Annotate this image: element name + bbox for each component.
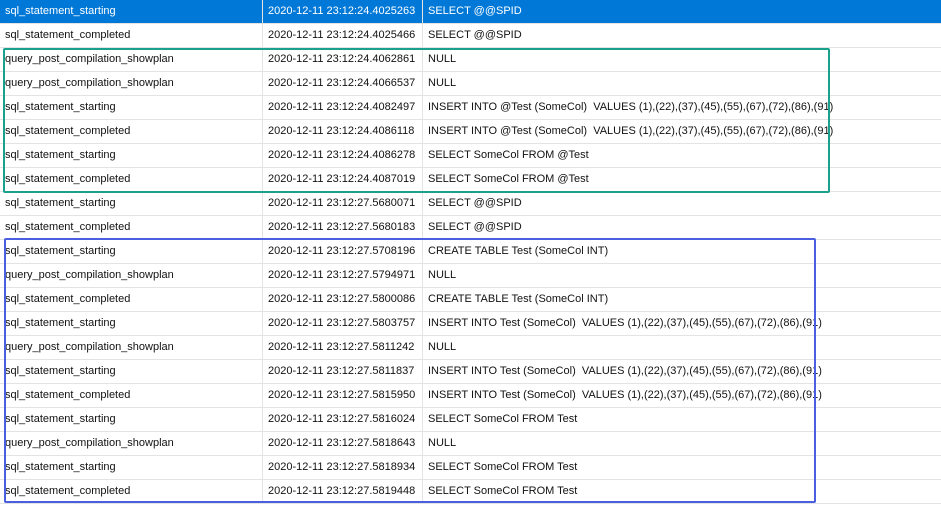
- event-name: sql_statement_completed: [0, 384, 263, 408]
- event-name: sql_statement_starting: [0, 192, 263, 216]
- event-name: sql_statement_completed: [0, 288, 263, 312]
- statement: SELECT @@SPID: [428, 29, 522, 41]
- statement: INSERT INTO @Test (SomeCol) VALUES (1),(…: [428, 125, 834, 137]
- timestamp: 2020-12-11 23:12:27.5815950: [263, 384, 423, 408]
- statement: INSERT INTO @Test (SomeCol) VALUES (1),(…: [428, 101, 834, 113]
- event-name: sql_statement_starting: [0, 360, 263, 384]
- timestamp: 2020-12-11 23:12:27.5803757: [263, 312, 423, 336]
- timestamp: 2020-12-11 23:12:27.5818643: [263, 432, 423, 456]
- event-row[interactable]: sql_statement_starting 2020-12-11 23:12:2…: [0, 408, 941, 432]
- event-row[interactable]: sql_statement_completed 2020-12-11 23:12:…: [0, 120, 941, 144]
- statement: SELECT @@SPID: [428, 197, 522, 209]
- event-row[interactable]: sql_statement_completed 2020-12-11 23:12:…: [0, 288, 941, 312]
- timestamp: 2020-12-11 23:12:24.4025466: [263, 24, 423, 48]
- event-row[interactable]: query_post_compilation_showplan 2020-12-1…: [0, 72, 941, 96]
- timestamp: 2020-12-11 23:12:27.5818934: [263, 456, 423, 480]
- event-row[interactable]: sql_statement_completed 2020-12-11 23:12:…: [0, 216, 941, 240]
- statement: INSERT INTO Test (SomeCol) VALUES (1),(2…: [428, 389, 822, 401]
- timestamp: 2020-12-11 23:12:24.4082497: [263, 96, 423, 120]
- event-row[interactable]: sql_statement_starting 2020-12-11 23:12:2…: [0, 0, 941, 24]
- statement: NULL: [428, 77, 457, 89]
- event-name: sql_statement_starting: [0, 240, 263, 264]
- event-name: query_post_compilation_showplan: [0, 264, 263, 288]
- event-name: sql_statement_starting: [0, 312, 263, 336]
- event-row[interactable]: sql_statement_starting 2020-12-11 23:12:2…: [0, 96, 941, 120]
- event-name: sql_statement_starting: [0, 144, 263, 168]
- event-name: sql_statement_starting: [0, 456, 263, 480]
- timestamp: 2020-12-11 23:12:27.5680183: [263, 216, 423, 240]
- statement: NULL: [428, 269, 457, 281]
- event-row[interactable]: sql_statement_completed 2020-12-11 23:12:…: [0, 24, 941, 48]
- event-row[interactable]: query_post_compilation_showplan 2020-12-1…: [0, 48, 941, 72]
- event-row[interactable]: query_post_compilation_showplan 2020-12-1…: [0, 432, 941, 456]
- statement: CREATE TABLE Test (SomeCol INT): [428, 245, 609, 257]
- timestamp: 2020-12-11 23:12:27.5819448: [263, 480, 423, 504]
- event-name: query_post_compilation_showplan: [0, 336, 263, 360]
- statement: NULL: [428, 437, 457, 449]
- event-name: query_post_compilation_showplan: [0, 72, 263, 96]
- timestamp: 2020-12-11 23:12:27.5811837: [263, 360, 423, 384]
- event-row[interactable]: sql_statement_completed 2020-12-11 23:12:…: [0, 168, 941, 192]
- event-row[interactable]: sql_statement_starting 2020-12-11 23:12:2…: [0, 240, 941, 264]
- statement: SELECT @@SPID: [428, 221, 522, 233]
- event-row[interactable]: query_post_compilation_showplan 2020-12-1…: [0, 336, 941, 360]
- event-name: sql_statement_starting: [0, 408, 263, 432]
- timestamp: 2020-12-11 23:12:27.5811242: [263, 336, 423, 360]
- event-row[interactable]: sql_statement_completed 2020-12-11 23:12:…: [0, 384, 941, 408]
- event-name: query_post_compilation_showplan: [0, 48, 263, 72]
- event-row[interactable]: query_post_compilation_showplan 2020-12-1…: [0, 264, 941, 288]
- event-name: sql_statement_completed: [0, 120, 263, 144]
- timestamp: 2020-12-11 23:12:24.4066537: [263, 72, 423, 96]
- event-name: sql_statement_completed: [0, 24, 263, 48]
- statement: SELECT SomeCol FROM @Test: [428, 173, 589, 185]
- statement: NULL: [428, 341, 457, 353]
- statement: SELECT SomeCol FROM @Test: [428, 149, 589, 161]
- statement: CREATE TABLE Test (SomeCol INT): [428, 293, 609, 305]
- event-row[interactable]: sql_statement_starting 2020-12-11 23:12:2…: [0, 192, 941, 216]
- event-row[interactable]: sql_statement_starting 2020-12-11 23:12:2…: [0, 144, 941, 168]
- timestamp: 2020-12-11 23:12:27.5816024: [263, 408, 423, 432]
- statement: INSERT INTO Test (SomeCol) VALUES (1),(2…: [428, 317, 822, 329]
- timestamp: 2020-12-11 23:12:27.5680071: [263, 192, 423, 216]
- event-name: sql_statement_starting: [0, 96, 263, 120]
- event-name: sql_statement_starting: [0, 0, 263, 24]
- statement: NULL: [428, 53, 457, 65]
- timestamp: 2020-12-11 23:12:27.5800086: [263, 288, 423, 312]
- timestamp: 2020-12-11 23:12:24.4086118: [263, 120, 423, 144]
- statement: SELECT SomeCol FROM Test: [428, 461, 578, 473]
- statement: SELECT SomeCol FROM Test: [428, 485, 578, 497]
- timestamp: 2020-12-11 23:12:24.4025263: [263, 0, 423, 24]
- statement: INSERT INTO Test (SomeCol) VALUES (1),(2…: [428, 365, 822, 377]
- timestamp: 2020-12-11 23:12:24.4086278: [263, 144, 423, 168]
- timestamp: 2020-12-11 23:12:24.4087019: [263, 168, 423, 192]
- event-row[interactable]: sql_statement_starting 2020-12-11 23:12:2…: [0, 456, 941, 480]
- timestamp: 2020-12-11 23:12:27.5794971: [263, 264, 423, 288]
- event-name: query_post_compilation_showplan: [0, 432, 263, 456]
- statement: SELECT SomeCol FROM Test: [428, 413, 578, 425]
- event-row[interactable]: sql_statement_starting 2020-12-11 23:12:2…: [0, 360, 941, 384]
- timestamp: 2020-12-11 23:12:24.4062861: [263, 48, 423, 72]
- event-name: sql_statement_completed: [0, 168, 263, 192]
- statement: SELECT @@SPID: [428, 5, 522, 17]
- event-name: sql_statement_completed: [0, 480, 263, 504]
- timestamp: 2020-12-11 23:12:27.5708196: [263, 240, 423, 264]
- event-row[interactable]: sql_statement_completed 2020-12-11 23:12:…: [0, 480, 941, 504]
- event-name: sql_statement_completed: [0, 216, 263, 240]
- event-row[interactable]: sql_statement_starting 2020-12-11 23:12:2…: [0, 312, 941, 336]
